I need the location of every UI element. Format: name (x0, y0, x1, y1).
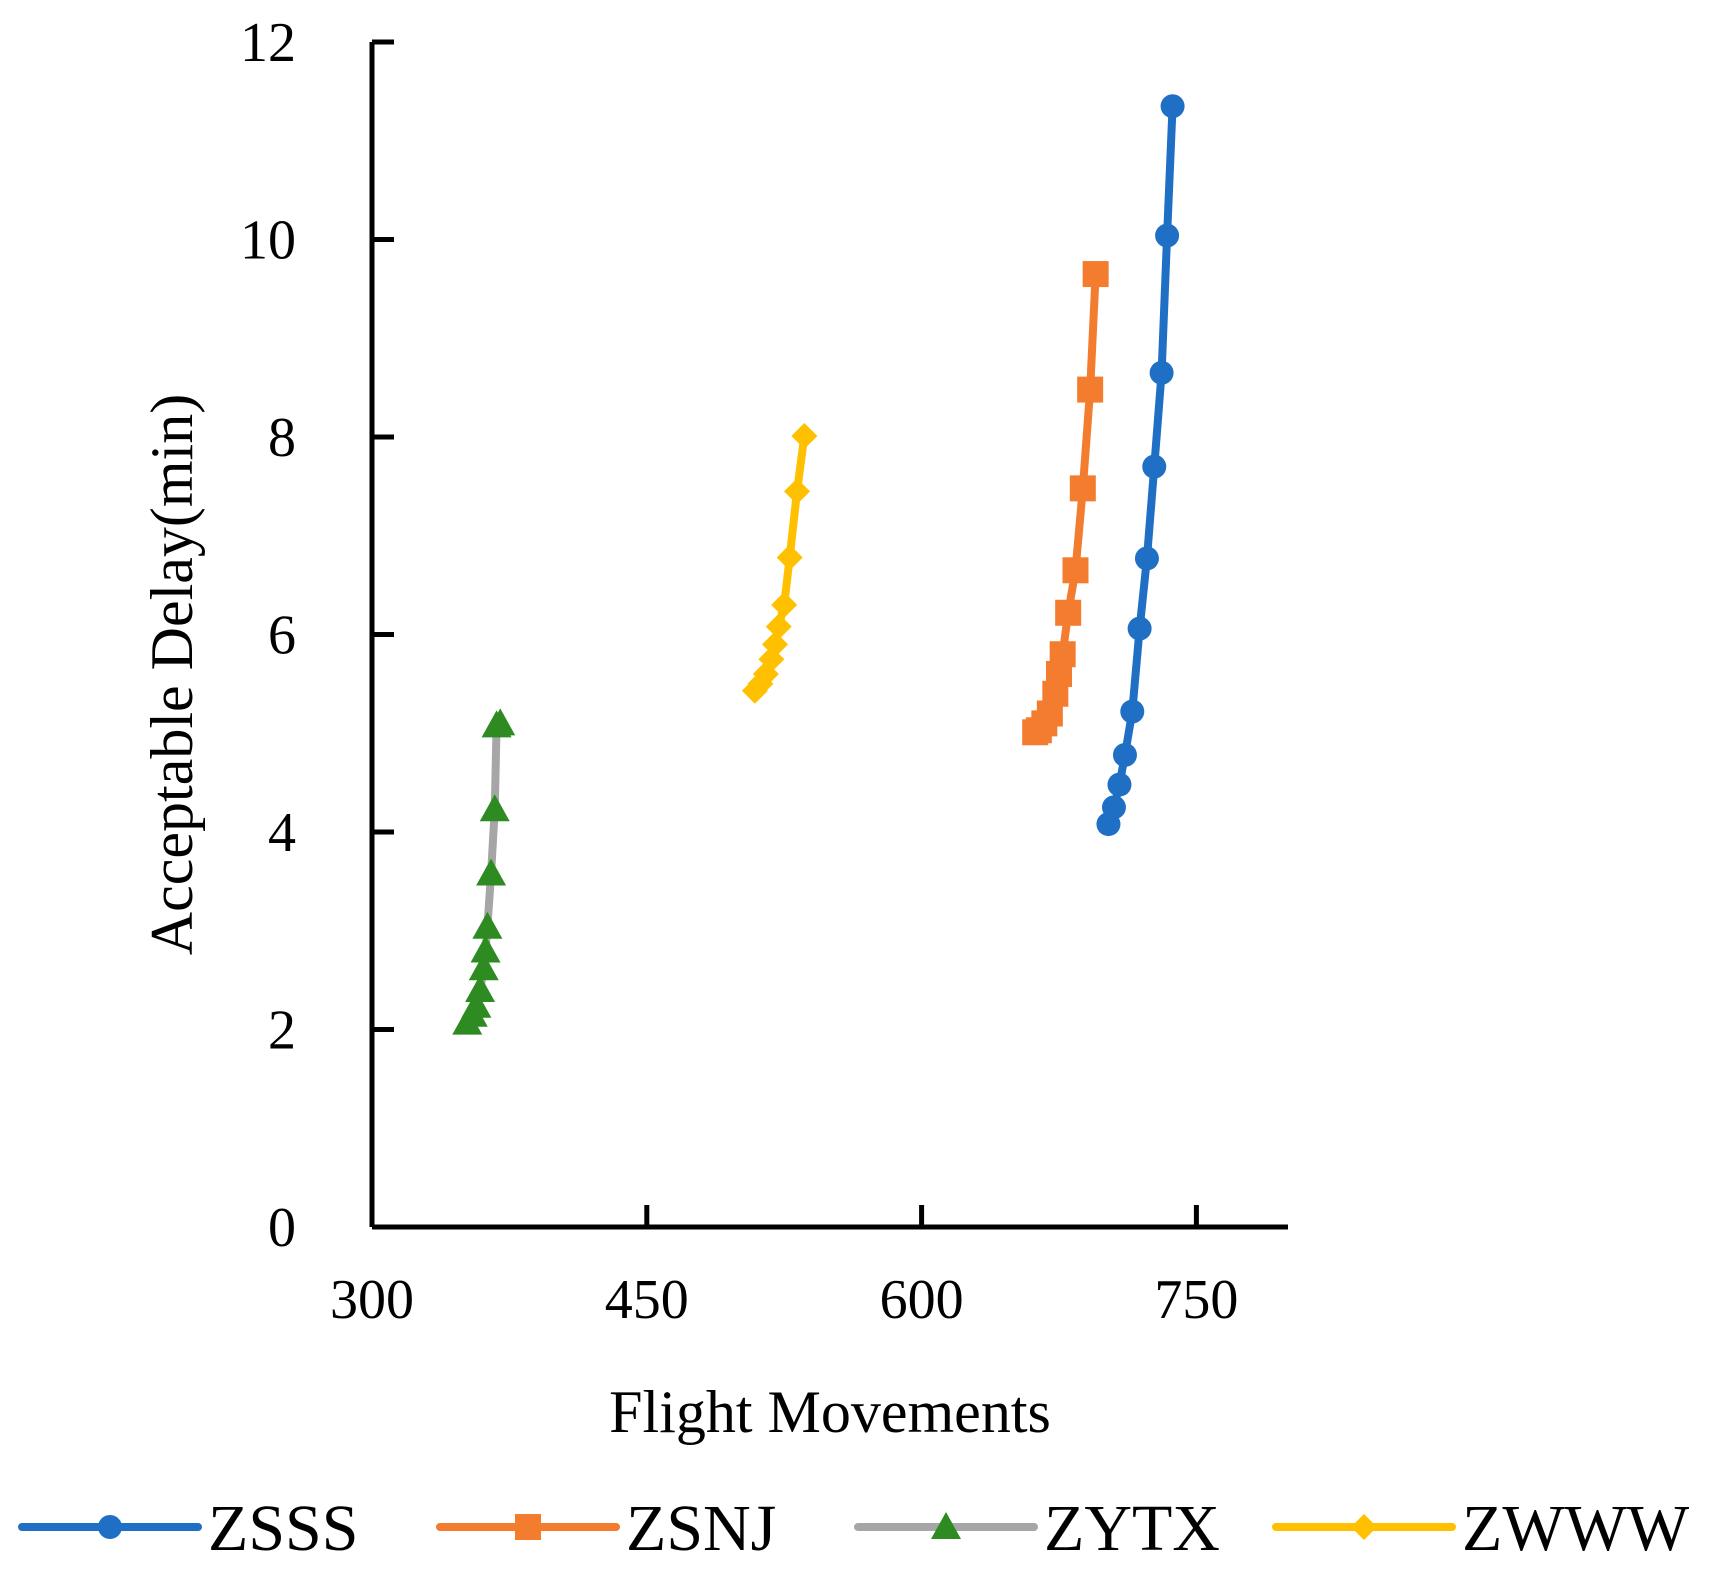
series-zytx (452, 708, 516, 1035)
legend-item-zsss: ZSSS (18, 1492, 358, 1565)
axes-layer (369, 42, 1288, 1230)
x-tick-label: 300 (330, 1269, 414, 1331)
data-point-zsss (1155, 223, 1180, 248)
data-point-zsnj (1049, 641, 1076, 668)
series-zsss (1096, 94, 1185, 837)
data-point-zytx (465, 975, 496, 1002)
legend-label-zsss: ZSSS (208, 1492, 358, 1565)
x-tick-label: 600 (880, 1269, 964, 1331)
data-point-zwww (765, 613, 792, 640)
data-point-zytx (485, 708, 516, 736)
legend-label-zytx: ZYTX (1044, 1492, 1220, 1565)
legend-item-zsnj: ZSNJ (436, 1492, 776, 1565)
legend-label-zsnj: ZSNJ (626, 1492, 776, 1565)
y-tick-label: 6 (268, 605, 296, 667)
data-point-zytx (461, 990, 492, 1018)
data-point-zsnj (1082, 261, 1109, 288)
legend-label-zwww: ZWWW (1462, 1492, 1690, 1565)
data-point-zwww (791, 423, 818, 450)
data-point-zsss (1120, 699, 1145, 724)
data-point-zytx (470, 935, 501, 963)
data-point-zytx (479, 794, 510, 822)
data-point-zytx (476, 858, 507, 886)
data-point-zwww (762, 631, 789, 658)
legend-item-zwww: ZWWW (1272, 1492, 1690, 1565)
series-zwww (741, 423, 818, 704)
data-point-zsss (1160, 94, 1185, 119)
x-axis-title: Flight Movements (609, 1379, 1051, 1445)
data-point-zsss (1142, 454, 1167, 479)
data-point-zsss (1127, 616, 1152, 641)
series-zsnj (1022, 261, 1109, 746)
data-point-zsnj (1055, 599, 1082, 626)
legend-swatch-marker (1351, 1514, 1377, 1540)
series-layer (452, 94, 1185, 1035)
y-axis-title: Acceptable Delay(min) (139, 394, 205, 955)
data-point-zytx (468, 953, 499, 981)
y-tick-label: 12 (240, 12, 296, 74)
y-tick-label: 4 (268, 802, 296, 864)
data-point-zsnj (1062, 557, 1089, 584)
y-tick-label: 0 (268, 1197, 296, 1259)
data-point-zytx (472, 911, 503, 939)
x-tick-label: 750 (1154, 1269, 1238, 1331)
data-point-zsss (1107, 772, 1132, 797)
data-point-zsss (1134, 546, 1159, 571)
ticks-layer: 0 2 4 6 8 10 12 300 450 600 750 (240, 12, 1238, 1331)
data-point-zsnj (1077, 376, 1104, 403)
x-tick-label: 450 (605, 1269, 689, 1331)
data-point-zwww (776, 544, 803, 571)
data-point-zwww (771, 591, 798, 618)
data-point-zsss (1112, 742, 1137, 767)
legend-swatch-marker (515, 1514, 541, 1540)
data-point-zwww (784, 478, 811, 505)
data-point-zsnj (1069, 475, 1096, 502)
data-point-zsss (1149, 360, 1174, 385)
legend-swatch-marker (931, 1512, 961, 1539)
legend-swatch-marker (98, 1515, 122, 1539)
y-tick-label: 8 (268, 407, 296, 469)
data-point-zsss (1101, 795, 1126, 820)
y-tick-label: 2 (268, 1000, 296, 1062)
legend-item-zytx: ZYTX (854, 1492, 1220, 1565)
legend: ZSSS ZSNJ ZYTX ZWWW (18, 1492, 1690, 1565)
y-tick-label: 10 (240, 210, 296, 272)
